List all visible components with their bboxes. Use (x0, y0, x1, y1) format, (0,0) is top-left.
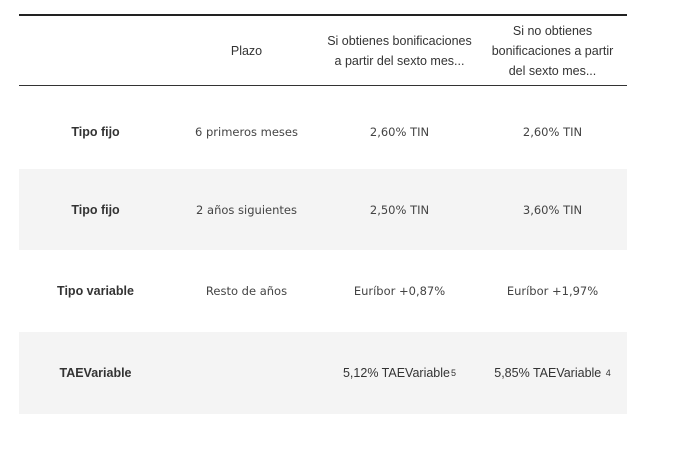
con-bonificaciones-cell: 2,50% TIN (369, 202, 430, 217)
con-bonificaciones-cell: 2,60% TIN (369, 125, 430, 139)
row-label: Tipo fijo (71, 125, 120, 139)
taev-value: 5,12% TAEVariable (342, 366, 450, 380)
sin-bonificaciones-cell: 2,60% TIN (522, 125, 583, 139)
footnote-marker: 4 (605, 368, 611, 378)
plazo-cell: Resto de años (205, 284, 288, 298)
footnote-marker: 5 (451, 368, 457, 378)
sin-bonificaciones-cell: 3,60% TIN (522, 202, 583, 217)
taev-value: 5,85% TAEVariable (494, 366, 605, 380)
mortgage-rates-table: Plazo Si obtienes bonificaciones a parti… (19, 14, 627, 414)
row-label: TAEVariable (59, 366, 132, 380)
plazo-cell: 2 años siguientes (196, 202, 297, 217)
header-cell-sin-bonificaciones: Si no obtienes bonificaciones a partir d… (491, 23, 614, 78)
sin-bonificaciones-cell: 5,85% TAEVariable 4 (478, 366, 627, 380)
table-row: TAEVariable 5,12% TAEVariable 5 5,85% TAE… (19, 332, 627, 414)
header-cell-con-bonificaciones: Si obtienes bonificaciones a partir del … (327, 33, 472, 68)
con-bonificaciones-cell: Euríbor +0,87% (353, 284, 446, 298)
table-top-rule (19, 14, 627, 16)
header-cell-plazo: Plazo (230, 43, 263, 58)
row-label: Tipo fijo (71, 202, 120, 217)
table-row: Tipo variable Resto de años Euríbor +0,8… (19, 250, 627, 332)
plazo-cell: 6 primeros meses (195, 125, 298, 139)
table-row: Tipo fijo 2 años siguientes 2,50% TIN 3,… (19, 169, 627, 250)
con-bonificaciones-cell: 5,12% TAEVariable 5 (321, 366, 478, 380)
table-row: Tipo fijo 6 primeros meses 2,60% TIN 2,6… (19, 95, 627, 169)
table-header-row: Plazo Si obtienes bonificaciones a parti… (19, 16, 627, 86)
row-label: Tipo variable (57, 284, 134, 298)
table-spacer (19, 86, 627, 95)
sin-bonificaciones-cell: Euríbor +1,97% (506, 284, 599, 298)
